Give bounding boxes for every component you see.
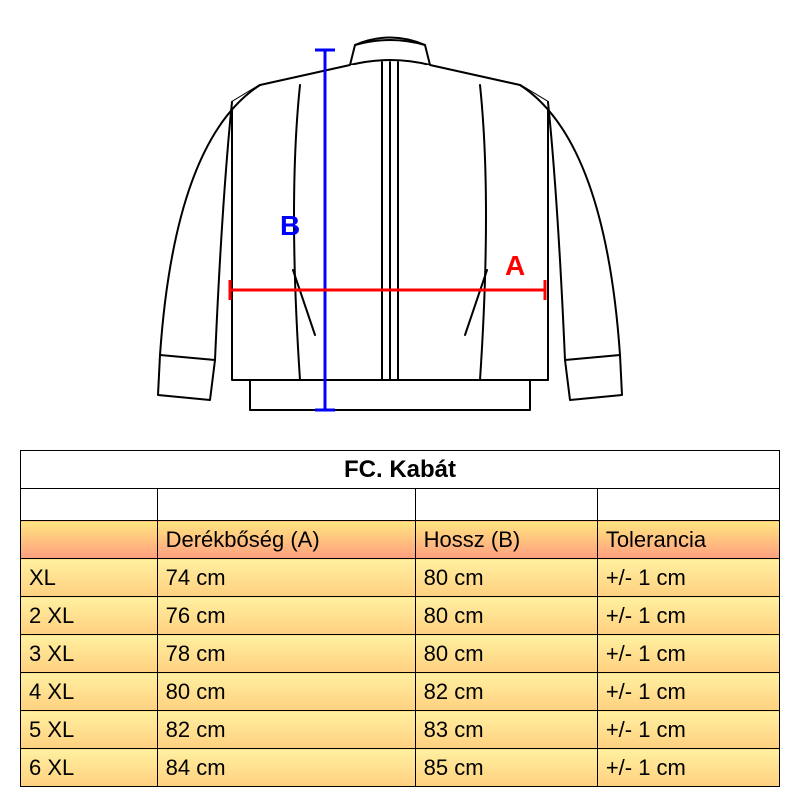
table-title: FC. Kabát: [21, 451, 780, 489]
table-header-row: Derékbőség (A) Hossz (B) Tolerancia: [21, 521, 780, 559]
label-a: A: [505, 250, 525, 282]
cell-tol: +/- 1 cm: [597, 749, 779, 787]
cell-length: 80 cm: [415, 635, 597, 673]
cell-size: 5 XL: [21, 711, 158, 749]
jacket-svg: [0, 0, 800, 440]
table-row: 5 XL 82 cm 83 cm +/- 1 cm: [21, 711, 780, 749]
cell-tol: +/- 1 cm: [597, 597, 779, 635]
cell-length: 85 cm: [415, 749, 597, 787]
cell-size: 4 XL: [21, 673, 158, 711]
cell-tol: +/- 1 cm: [597, 711, 779, 749]
cell-size: 6 XL: [21, 749, 158, 787]
cell-tol: +/- 1 cm: [597, 559, 779, 597]
size-table-container: FC. Kabát Derékbőség (A) Hossz (B) Toler…: [20, 450, 780, 787]
cell-length: 80 cm: [415, 559, 597, 597]
cell-length: 80 cm: [415, 597, 597, 635]
col-header-length: Hossz (B): [415, 521, 597, 559]
cell-size: 2 XL: [21, 597, 158, 635]
cell-waist: 84 cm: [157, 749, 415, 787]
cell-length: 82 cm: [415, 673, 597, 711]
cell-waist: 78 cm: [157, 635, 415, 673]
table-row: 6 XL 84 cm 85 cm +/- 1 cm: [21, 749, 780, 787]
table-title-row: FC. Kabát: [21, 451, 780, 489]
table-row: 3 XL 78 cm 80 cm +/- 1 cm: [21, 635, 780, 673]
cell-size: 3 XL: [21, 635, 158, 673]
cell-waist: 74 cm: [157, 559, 415, 597]
table-row: 2 XL 76 cm 80 cm +/- 1 cm: [21, 597, 780, 635]
cell-waist: 80 cm: [157, 673, 415, 711]
table-row: 4 XL 80 cm 82 cm +/- 1 cm: [21, 673, 780, 711]
cell-waist: 82 cm: [157, 711, 415, 749]
cell-length: 83 cm: [415, 711, 597, 749]
col-header-size: [21, 521, 158, 559]
jacket-diagram: B A: [0, 0, 800, 440]
jacket-outline: [158, 38, 622, 411]
cell-size: XL: [21, 559, 158, 597]
cell-tol: +/- 1 cm: [597, 635, 779, 673]
col-header-waist: Derékbőség (A): [157, 521, 415, 559]
cell-waist: 76 cm: [157, 597, 415, 635]
size-table: FC. Kabát Derékbőség (A) Hossz (B) Toler…: [20, 450, 780, 787]
table-spacer-row: [21, 489, 780, 521]
col-header-tol: Tolerancia: [597, 521, 779, 559]
label-b: B: [280, 210, 300, 242]
cell-tol: +/- 1 cm: [597, 673, 779, 711]
table-row: XL 74 cm 80 cm +/- 1 cm: [21, 559, 780, 597]
